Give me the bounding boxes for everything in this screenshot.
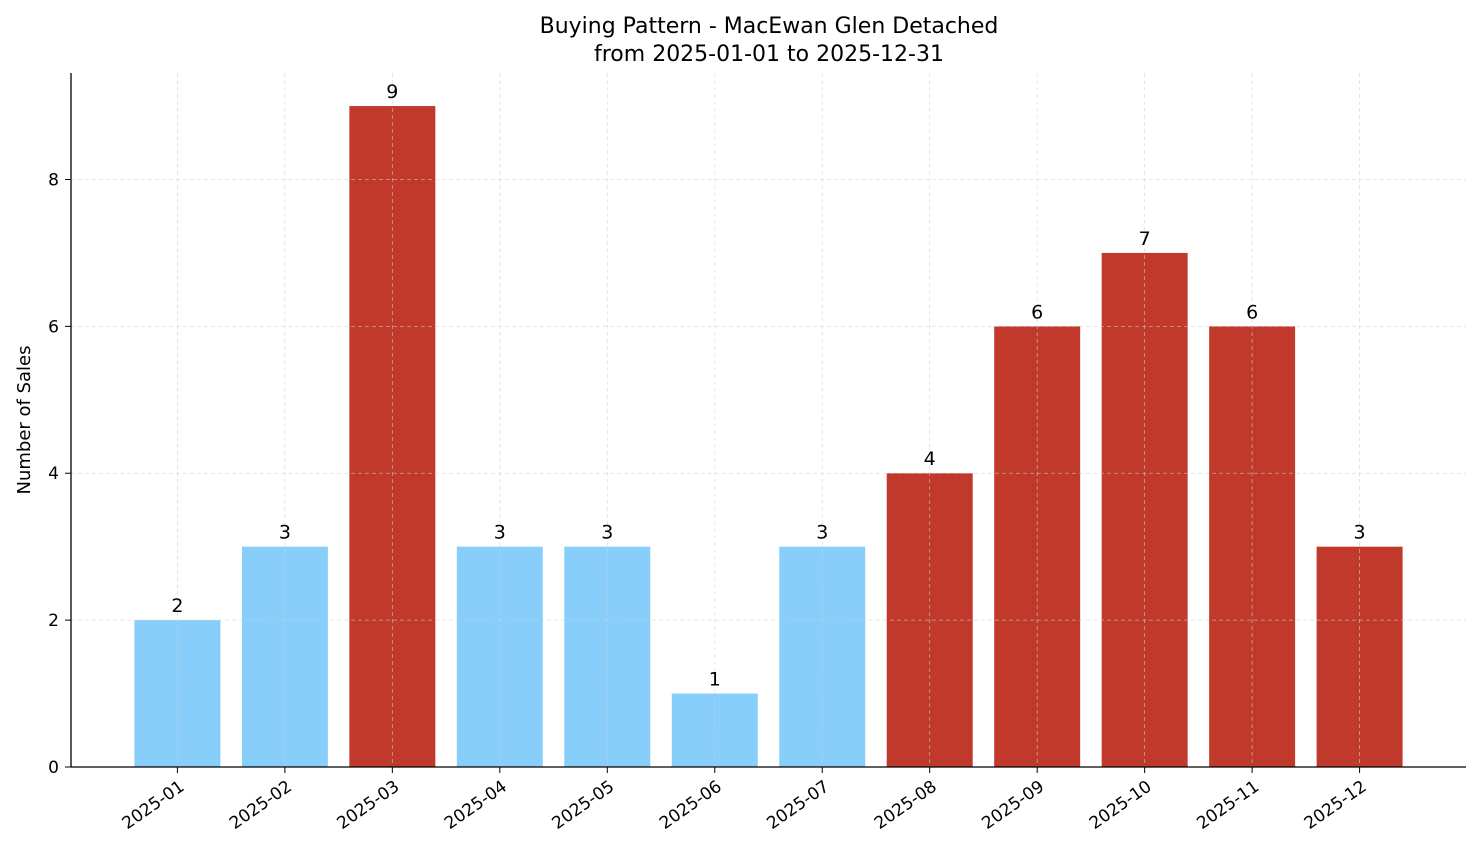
x-tick-label: 2025-06 <box>656 777 726 834</box>
x-tick-label: 2025-08 <box>871 777 941 834</box>
x-tick-label: 2025-07 <box>763 777 833 834</box>
bar-2025-03 <box>349 106 436 768</box>
data-labels: 2 3 9 3 3 1 3 4 6 7 6 3 <box>171 81 1365 691</box>
y-axis-label: Number of Sales <box>14 345 35 494</box>
y-tick-label: 6 <box>48 317 59 337</box>
data-label: 3 <box>1354 522 1366 544</box>
x-tick-label: 2025-09 <box>978 777 1048 834</box>
bar-2025-01 <box>134 620 221 767</box>
x-tick-label: 2025-04 <box>441 777 511 834</box>
data-label: 3 <box>816 522 828 544</box>
x-tick-label: 2025-01 <box>119 777 189 834</box>
data-label: 1 <box>709 669 721 691</box>
y-tick-label: 2 <box>48 611 59 631</box>
x-tick-label: 2025-03 <box>334 777 404 834</box>
chart-subtitle: from 2025-01-01 to 2025-12-31 <box>594 42 944 67</box>
chart-title: Buying Pattern - MacEwan Glen Detached <box>540 14 999 39</box>
x-tick-label: 2025-05 <box>549 777 619 834</box>
x-tick-label: 2025-10 <box>1086 777 1156 834</box>
data-label: 3 <box>601 522 613 544</box>
x-tick-label: 2025-11 <box>1193 777 1263 834</box>
bar-2025-09 <box>994 326 1081 767</box>
data-label: 6 <box>1246 301 1258 323</box>
data-label: 3 <box>279 522 291 544</box>
data-label: 2 <box>171 595 183 617</box>
data-label: 6 <box>1031 301 1043 323</box>
x-tick-label: 2025-02 <box>226 777 296 834</box>
data-label: 3 <box>494 522 506 544</box>
y-tick-label: 0 <box>48 758 59 778</box>
y-tick-label: 8 <box>48 170 59 190</box>
data-label: 9 <box>386 81 398 103</box>
y-tick-label: 4 <box>48 464 59 484</box>
bar-2025-11 <box>1209 326 1296 767</box>
data-label: 7 <box>1139 228 1151 250</box>
data-label: 4 <box>924 448 936 470</box>
x-tick-label: 2025-12 <box>1301 777 1371 834</box>
bars <box>134 106 1403 768</box>
